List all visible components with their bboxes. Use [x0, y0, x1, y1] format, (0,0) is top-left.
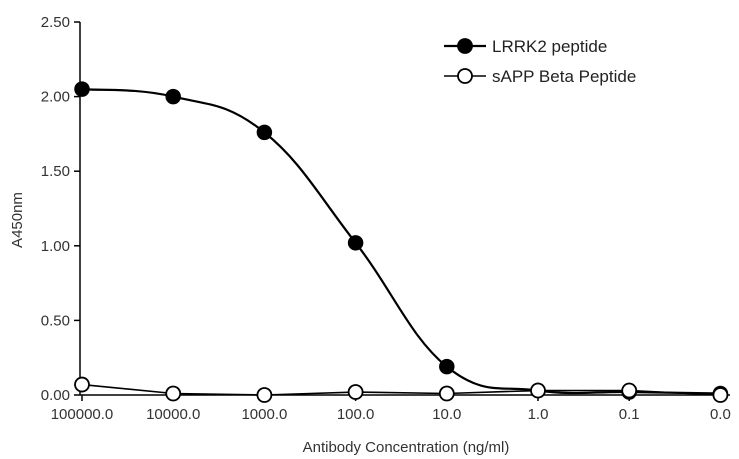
- open-circle-marker: [347, 384, 364, 400]
- open-circle-marker: [621, 382, 638, 399]
- filled-circle-marker: [165, 88, 181, 105]
- filled-circle-marker: [439, 358, 455, 375]
- open-circle-marker: [438, 385, 455, 402]
- y-tick-label: 1.00: [41, 238, 70, 255]
- series-line: [81, 88, 721, 395]
- open-circle-marker: [530, 382, 546, 399]
- open-circle-marker: [74, 376, 90, 393]
- filled-circle-marker: [74, 81, 90, 97]
- filled-circle-marker: [256, 124, 273, 141]
- x-tick-label: 1000.0: [241, 406, 287, 423]
- legend-label: LRRK2 peptide: [492, 37, 607, 56]
- y-axis-title: A450nm: [9, 192, 26, 248]
- y-tick-label: 2.00: [41, 89, 70, 106]
- x-tick-label: 0.0: [710, 406, 731, 423]
- x-tick-label: 1.0: [528, 406, 549, 423]
- x-axis-title: Antibody Concentration (ng/ml): [303, 439, 510, 456]
- legend-filled-circle-icon: [457, 38, 473, 54]
- x-tick-label: 100.0: [337, 406, 375, 423]
- series-sapp-beta-peptide: [74, 376, 729, 403]
- x-tick-label: 10000.0: [146, 406, 200, 423]
- y-tick-label: 2.50: [41, 14, 70, 31]
- legend: LRRK2 peptide sAPP Beta Peptide: [444, 37, 636, 86]
- open-circle-marker: [256, 387, 273, 403]
- legend-item: sAPP Beta Peptide: [444, 67, 636, 86]
- legend-open-circle-icon: [457, 68, 473, 84]
- x-tick-label: 0.1: [619, 406, 640, 423]
- y-tick-label: 0.00: [41, 387, 70, 404]
- series-line: [81, 383, 721, 396]
- x-ticks: 100000.0 10000.0 1000.0 100.0 10.0 1.0 0.1 0.0: [51, 395, 731, 423]
- legend-item: LRRK2 peptide: [444, 37, 607, 56]
- x-tick-label: 10.0: [432, 406, 461, 423]
- series-lrrk2-peptide: [74, 81, 729, 402]
- y-tick-label: 1.50: [41, 163, 70, 180]
- x-tick-label: 100000.0: [51, 406, 114, 423]
- open-circle-marker: [712, 387, 729, 403]
- filled-circle-marker: [347, 235, 364, 251]
- legend-label: sAPP Beta Peptide: [492, 67, 636, 86]
- y-ticks: 0.00 0.50 1.00 1.50 2.00 2.50: [41, 14, 80, 404]
- series: [74, 81, 729, 403]
- open-circle-marker: [165, 385, 182, 402]
- y-tick-label: 0.50: [41, 312, 70, 329]
